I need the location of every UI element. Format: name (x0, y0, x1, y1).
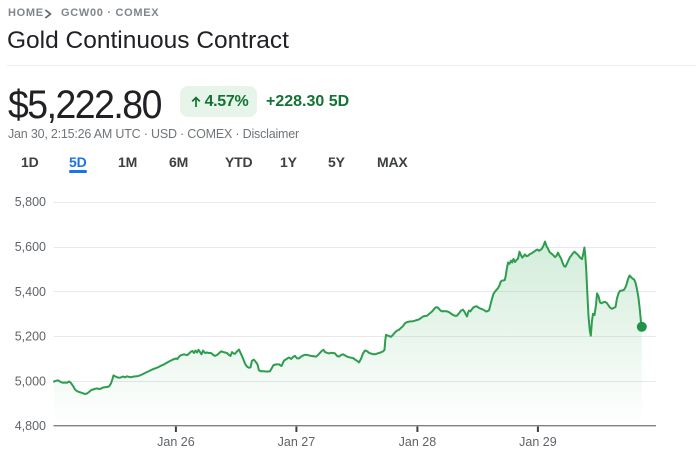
svg-text:5,600: 5,600 (15, 240, 46, 254)
svg-text:5,400: 5,400 (15, 285, 46, 299)
svg-text:Jan 28: Jan 28 (399, 435, 437, 449)
svg-text:4,800: 4,800 (15, 419, 46, 433)
svg-text:5,800: 5,800 (15, 195, 46, 209)
svg-text:5,000: 5,000 (15, 374, 46, 388)
svg-text:Jan 29: Jan 29 (519, 435, 557, 449)
svg-text:Jan 27: Jan 27 (278, 435, 316, 449)
svg-text:5,200: 5,200 (15, 330, 46, 344)
svg-text:Jan 26: Jan 26 (157, 435, 195, 449)
